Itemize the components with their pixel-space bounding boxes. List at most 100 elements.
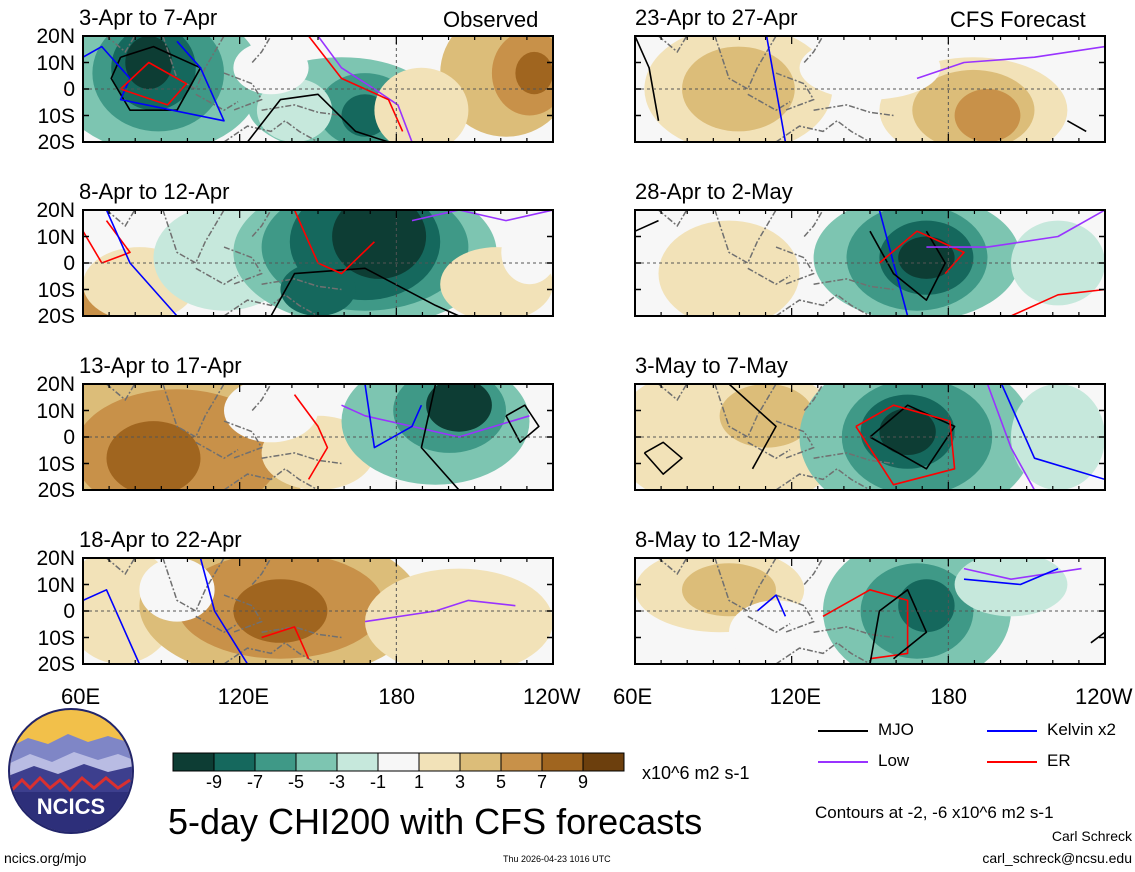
anomaly-region: [954, 89, 1021, 142]
colorbar-tick: 5: [495, 772, 506, 792]
timestamp: Thu 2026-04-23 1016 UTC: [503, 854, 611, 864]
colorbar-tick: -7: [246, 772, 263, 792]
wave-contour: [869, 230, 946, 301]
map-panel-R0: [634, 35, 1106, 143]
coastline: [813, 104, 894, 117]
anomaly-region: [365, 568, 553, 664]
wave-contour: [916, 45, 1105, 80]
wave-contour: [1067, 120, 1087, 133]
logo-text: NCICS: [37, 794, 105, 819]
coastline: [714, 210, 777, 265]
lon-label: 120E: [769, 684, 822, 709]
wave-contour: [1000, 384, 1105, 481]
wave-contour: [728, 384, 777, 470]
author: Carl Schreck: [1051, 828, 1132, 844]
coastline: [775, 246, 815, 285]
coastline: [714, 558, 777, 613]
wave-contour: [635, 36, 660, 121]
lat-label: 20S: [37, 131, 75, 154]
wave-contour: [105, 210, 178, 316]
coastline: [747, 93, 791, 112]
coastline: [106, 210, 136, 228]
panel-title: 8-Apr to 12-Apr: [79, 179, 230, 204]
coastline: [261, 104, 342, 117]
lat-label: 20N: [36, 25, 75, 48]
colorbar-tick: 3: [454, 772, 465, 792]
map-panel-L0: [82, 35, 554, 143]
colorbar-swatch: [295, 752, 338, 772]
wave-contour: [635, 219, 659, 232]
wave-contour: [963, 567, 1082, 580]
map-panel-R1: [634, 209, 1106, 317]
colorbar-tick: -1: [369, 772, 386, 792]
coastline: [714, 36, 777, 91]
lat-label: 10S: [37, 452, 75, 476]
panel-title: 13-Apr to 17-Apr: [79, 353, 242, 378]
colorbar-swatch: [213, 752, 256, 772]
coastline: [813, 626, 894, 639]
anomaly-region: [374, 67, 469, 142]
anomaly-region: [879, 408, 936, 456]
panel-title: 23-Apr to 27-Apr: [635, 5, 798, 30]
coastline: [162, 558, 225, 613]
colorbar-swatch: [336, 752, 379, 772]
coastline: [261, 278, 342, 291]
ncics-url[interactable]: ncics.org/mjo: [4, 850, 87, 866]
colorbar-swatch: [541, 752, 584, 772]
lat-label: 10S: [37, 626, 75, 650]
colorbar: [172, 752, 625, 772]
wave-contour: [411, 210, 553, 222]
coastline: [658, 558, 688, 576]
lon-label: 120W: [523, 684, 581, 709]
colorbar-swatch: [582, 752, 625, 772]
anomaly-region: [658, 220, 800, 316]
colorbar-tick: 9: [577, 772, 588, 792]
coastline: [223, 246, 263, 285]
legend-label: MJO: [878, 720, 914, 739]
colorbar-tick: -5: [287, 772, 304, 792]
lat-label: 10N: [36, 573, 75, 597]
anomaly-region: [682, 563, 776, 617]
lat-label: 10N: [36, 51, 75, 75]
lat-label: 20S: [37, 305, 75, 328]
coastline: [775, 467, 871, 490]
coastline: [813, 452, 894, 465]
wave-contour: [1090, 631, 1105, 644]
map-panel-L1: [82, 209, 554, 317]
coastline: [251, 384, 272, 411]
coastline: [803, 558, 824, 585]
coastline: [223, 72, 263, 111]
coastline: [747, 441, 791, 460]
map-panel-R2: [634, 383, 1106, 491]
panel-title: 28-Apr to 2-May: [635, 179, 793, 204]
wave-contour: [420, 384, 460, 490]
coastline: [223, 467, 319, 490]
contour-note: Contours at -2, -6 x10^6 m2 s-1: [815, 803, 1054, 822]
coastline: [714, 384, 777, 439]
lat-label: 20N: [36, 547, 75, 570]
coastline: [803, 210, 824, 237]
panel-title: 3-May to 7-May: [635, 353, 788, 378]
anomaly-region: [106, 421, 201, 490]
wave-contour: [110, 45, 202, 111]
lat-label: 20N: [36, 199, 75, 222]
lat-label: 0: [63, 252, 75, 275]
anomaly-region: [233, 41, 309, 95]
legend-label: Kelvin x2: [1047, 720, 1116, 739]
panel-title: 3-Apr to 7-Apr: [79, 5, 218, 30]
colorbar-swatch: [172, 752, 215, 772]
wave-contour: [293, 210, 375, 275]
coastline: [223, 641, 319, 664]
legend-label: ER: [1047, 751, 1071, 770]
observed-label: Observed: [443, 7, 539, 32]
wave-contour: [364, 384, 423, 449]
wave-contour: [986, 384, 1036, 490]
coastline: [775, 293, 871, 316]
wave-contour: [270, 267, 460, 316]
wave-contour: [293, 394, 329, 480]
wave-contour: [505, 404, 540, 444]
colorbar-tick: 1: [413, 772, 424, 792]
coastline: [775, 72, 815, 111]
anomaly-region: [224, 384, 318, 443]
colorbar-tick: -3: [328, 772, 345, 792]
